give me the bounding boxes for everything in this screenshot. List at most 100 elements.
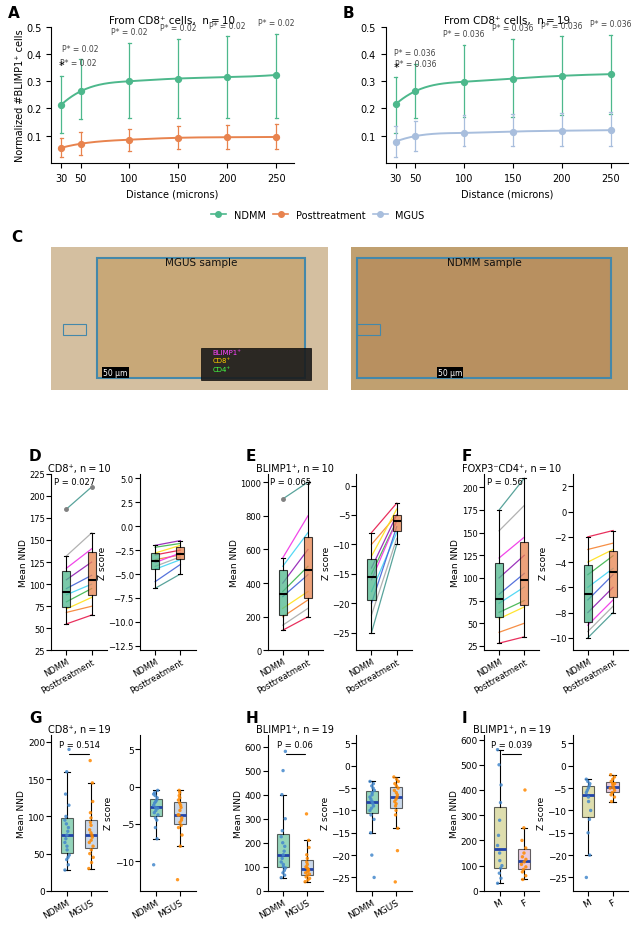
Point xyxy=(365,803,375,818)
Point xyxy=(87,776,97,791)
Point xyxy=(497,858,507,873)
Text: I: I xyxy=(462,710,467,726)
Text: CD8⁺: CD8⁺ xyxy=(213,358,231,364)
FancyBboxPatch shape xyxy=(201,349,311,380)
Point xyxy=(610,769,620,784)
PathPatch shape xyxy=(583,787,594,818)
Point xyxy=(517,872,528,887)
Y-axis label: Z score: Z score xyxy=(322,546,331,579)
Point xyxy=(149,795,160,810)
Text: 50 μm: 50 μm xyxy=(438,368,462,378)
Point xyxy=(607,785,617,800)
Point xyxy=(303,863,313,878)
Point xyxy=(60,813,70,828)
Point xyxy=(152,831,162,846)
Text: P* = 0.036: P* = 0.036 xyxy=(492,24,533,33)
Point xyxy=(520,852,531,867)
Point xyxy=(390,874,401,889)
Point xyxy=(605,780,615,795)
Text: P* = 0.02: P* = 0.02 xyxy=(62,45,99,54)
Point xyxy=(606,68,616,83)
Point xyxy=(278,857,288,872)
Point xyxy=(63,820,74,835)
Point xyxy=(303,872,313,887)
Point xyxy=(281,860,291,875)
Text: H: H xyxy=(246,710,258,726)
PathPatch shape xyxy=(279,571,287,615)
Text: P* = 0.036: P* = 0.036 xyxy=(395,59,436,69)
Point xyxy=(304,840,314,855)
Point xyxy=(610,790,620,805)
Point xyxy=(585,777,595,792)
Point xyxy=(606,794,617,809)
Point xyxy=(610,783,620,798)
Point xyxy=(301,870,312,884)
Point xyxy=(88,839,98,854)
Y-axis label: Normalized #BLIMP1⁺ cells: Normalized #BLIMP1⁺ cells xyxy=(15,30,25,162)
Point xyxy=(410,84,420,99)
PathPatch shape xyxy=(174,802,186,824)
FancyBboxPatch shape xyxy=(351,248,628,390)
Point xyxy=(606,788,616,803)
PathPatch shape xyxy=(278,834,289,868)
Point xyxy=(390,135,401,149)
Point xyxy=(76,137,86,152)
Point xyxy=(303,864,313,879)
Point xyxy=(494,757,504,772)
Text: F: F xyxy=(462,448,472,464)
Point xyxy=(278,764,288,779)
Point xyxy=(280,811,290,826)
Point xyxy=(494,828,504,843)
Point xyxy=(302,860,312,875)
Point xyxy=(581,772,592,787)
Point xyxy=(149,787,159,802)
Point xyxy=(368,796,378,811)
Point xyxy=(586,803,596,818)
Point xyxy=(175,803,185,818)
Point xyxy=(508,72,518,87)
Point xyxy=(519,820,529,835)
Point xyxy=(86,818,96,832)
Point xyxy=(63,857,74,872)
Y-axis label: Z score: Z score xyxy=(538,546,547,579)
Point xyxy=(365,790,375,805)
Point xyxy=(392,788,403,803)
Point xyxy=(150,820,160,835)
Point xyxy=(585,848,595,863)
Point xyxy=(583,774,593,789)
Point xyxy=(390,97,401,112)
Text: P* = 0.02: P* = 0.02 xyxy=(258,19,294,28)
Point xyxy=(151,793,162,807)
Point xyxy=(393,780,403,795)
Point xyxy=(520,841,531,856)
Point xyxy=(368,780,378,795)
Point xyxy=(606,123,616,138)
Point xyxy=(492,742,503,757)
PathPatch shape xyxy=(390,787,402,808)
Text: P = 0.56: P = 0.56 xyxy=(487,478,522,486)
Point xyxy=(517,833,527,848)
Text: P* = 0.036: P* = 0.036 xyxy=(443,30,485,39)
Point xyxy=(583,790,594,805)
Point xyxy=(606,767,616,782)
X-axis label: Distance (microns): Distance (microns) xyxy=(461,189,553,199)
Point xyxy=(61,809,71,824)
Point xyxy=(175,815,185,830)
Point xyxy=(496,778,506,793)
Point xyxy=(271,131,281,146)
Point xyxy=(85,846,95,861)
Point xyxy=(85,806,96,820)
Point xyxy=(303,857,313,872)
Point xyxy=(390,777,400,792)
Point xyxy=(84,835,94,850)
Point xyxy=(151,800,161,815)
Point xyxy=(410,130,420,145)
Point xyxy=(56,141,66,156)
Point xyxy=(86,810,96,825)
Y-axis label: Z score: Z score xyxy=(98,546,107,579)
Point xyxy=(584,779,594,793)
Point xyxy=(279,839,290,854)
Point xyxy=(392,844,403,858)
Text: 50 μm: 50 μm xyxy=(103,368,128,378)
Point xyxy=(278,847,288,862)
